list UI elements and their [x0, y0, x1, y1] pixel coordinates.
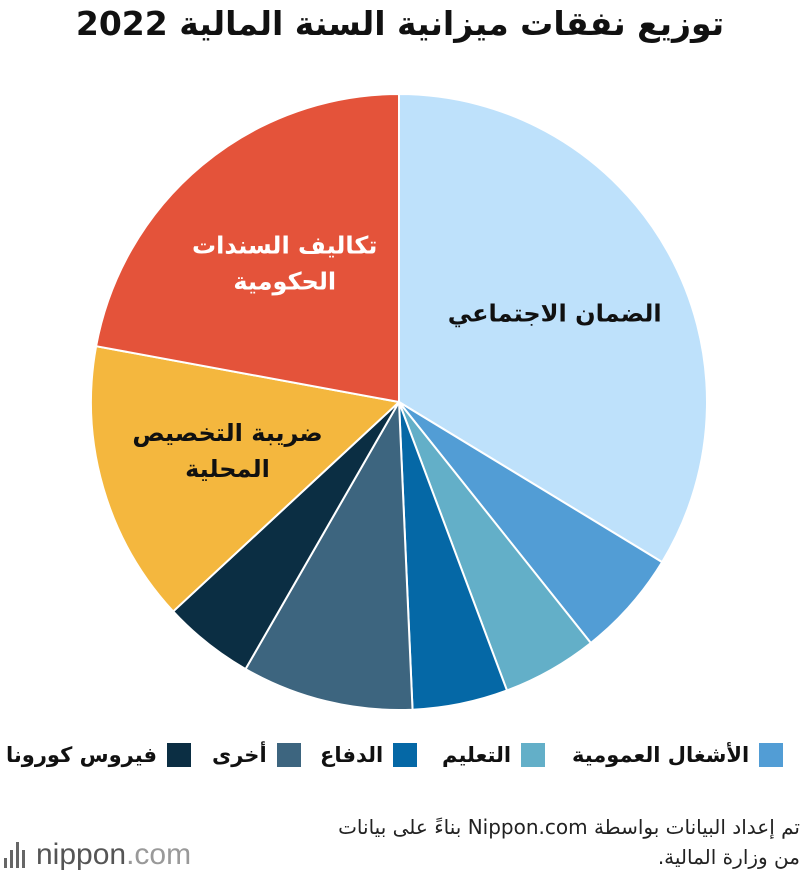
pie-slice-7 [95, 93, 400, 403]
brand-logo[interactable]: nippon.com [4, 836, 191, 874]
legend-swatch [276, 743, 301, 767]
chart-title: توزيع نفقات ميزانية السنة المالية 2022 [75, 4, 725, 43]
slice-label-7-0: تكاليف السندات [192, 232, 377, 260]
pie-slice-0 [398, 93, 708, 564]
brand-wordmark: nippon.com [36, 838, 191, 872]
legend-label: الأشغال العمومية [572, 743, 750, 767]
slice-label-0-0: الضمان الاجتماعي [448, 300, 662, 328]
pie-slice-6 [90, 345, 400, 613]
legend-swatch [393, 743, 418, 767]
brand-name: nippon [36, 838, 127, 871]
slice-label-6-0: ضريبة التخصيص [132, 419, 322, 447]
slice-label-6-1: المحلية [185, 455, 270, 483]
legend-label: فيروس كورونا [6, 743, 158, 767]
brand-tld: .com [126, 838, 192, 871]
legend-label: الدفاع [320, 743, 384, 767]
legend: الأشغال العمومية التعليم الدفاع أخرى فير… [0, 738, 800, 772]
pie-chart: الضمان الاجتماعي ضريبة التخصيص المحلية تكال… [90, 93, 708, 711]
legend-label: التعليم [442, 743, 512, 767]
legend-item-education: التعليم [442, 738, 546, 772]
pie-slice-4 [244, 401, 414, 711]
legend-swatch [521, 743, 546, 767]
legend-item-other: أخرى [212, 738, 301, 772]
legend-item-defense: الدفاع [320, 738, 418, 772]
logo-bars-icon [4, 842, 28, 868]
legend-item-coronavirus: فيروس كورونا [6, 738, 192, 772]
legend-swatch [759, 743, 784, 767]
source-note-line-2: من وزارة المالية. [657, 845, 800, 869]
legend-swatch [167, 743, 192, 767]
legend-item-public-works: الأشغال العمومية [572, 738, 784, 772]
legend-label: أخرى [212, 743, 267, 767]
source-note: تم إعداد البيانات بواسطة Nippon.com بناء… [240, 812, 800, 872]
source-note-line-1: تم إعداد البيانات بواسطة Nippon.com بناء… [338, 815, 800, 839]
slice-label-7-1: الحكومية [233, 268, 336, 296]
